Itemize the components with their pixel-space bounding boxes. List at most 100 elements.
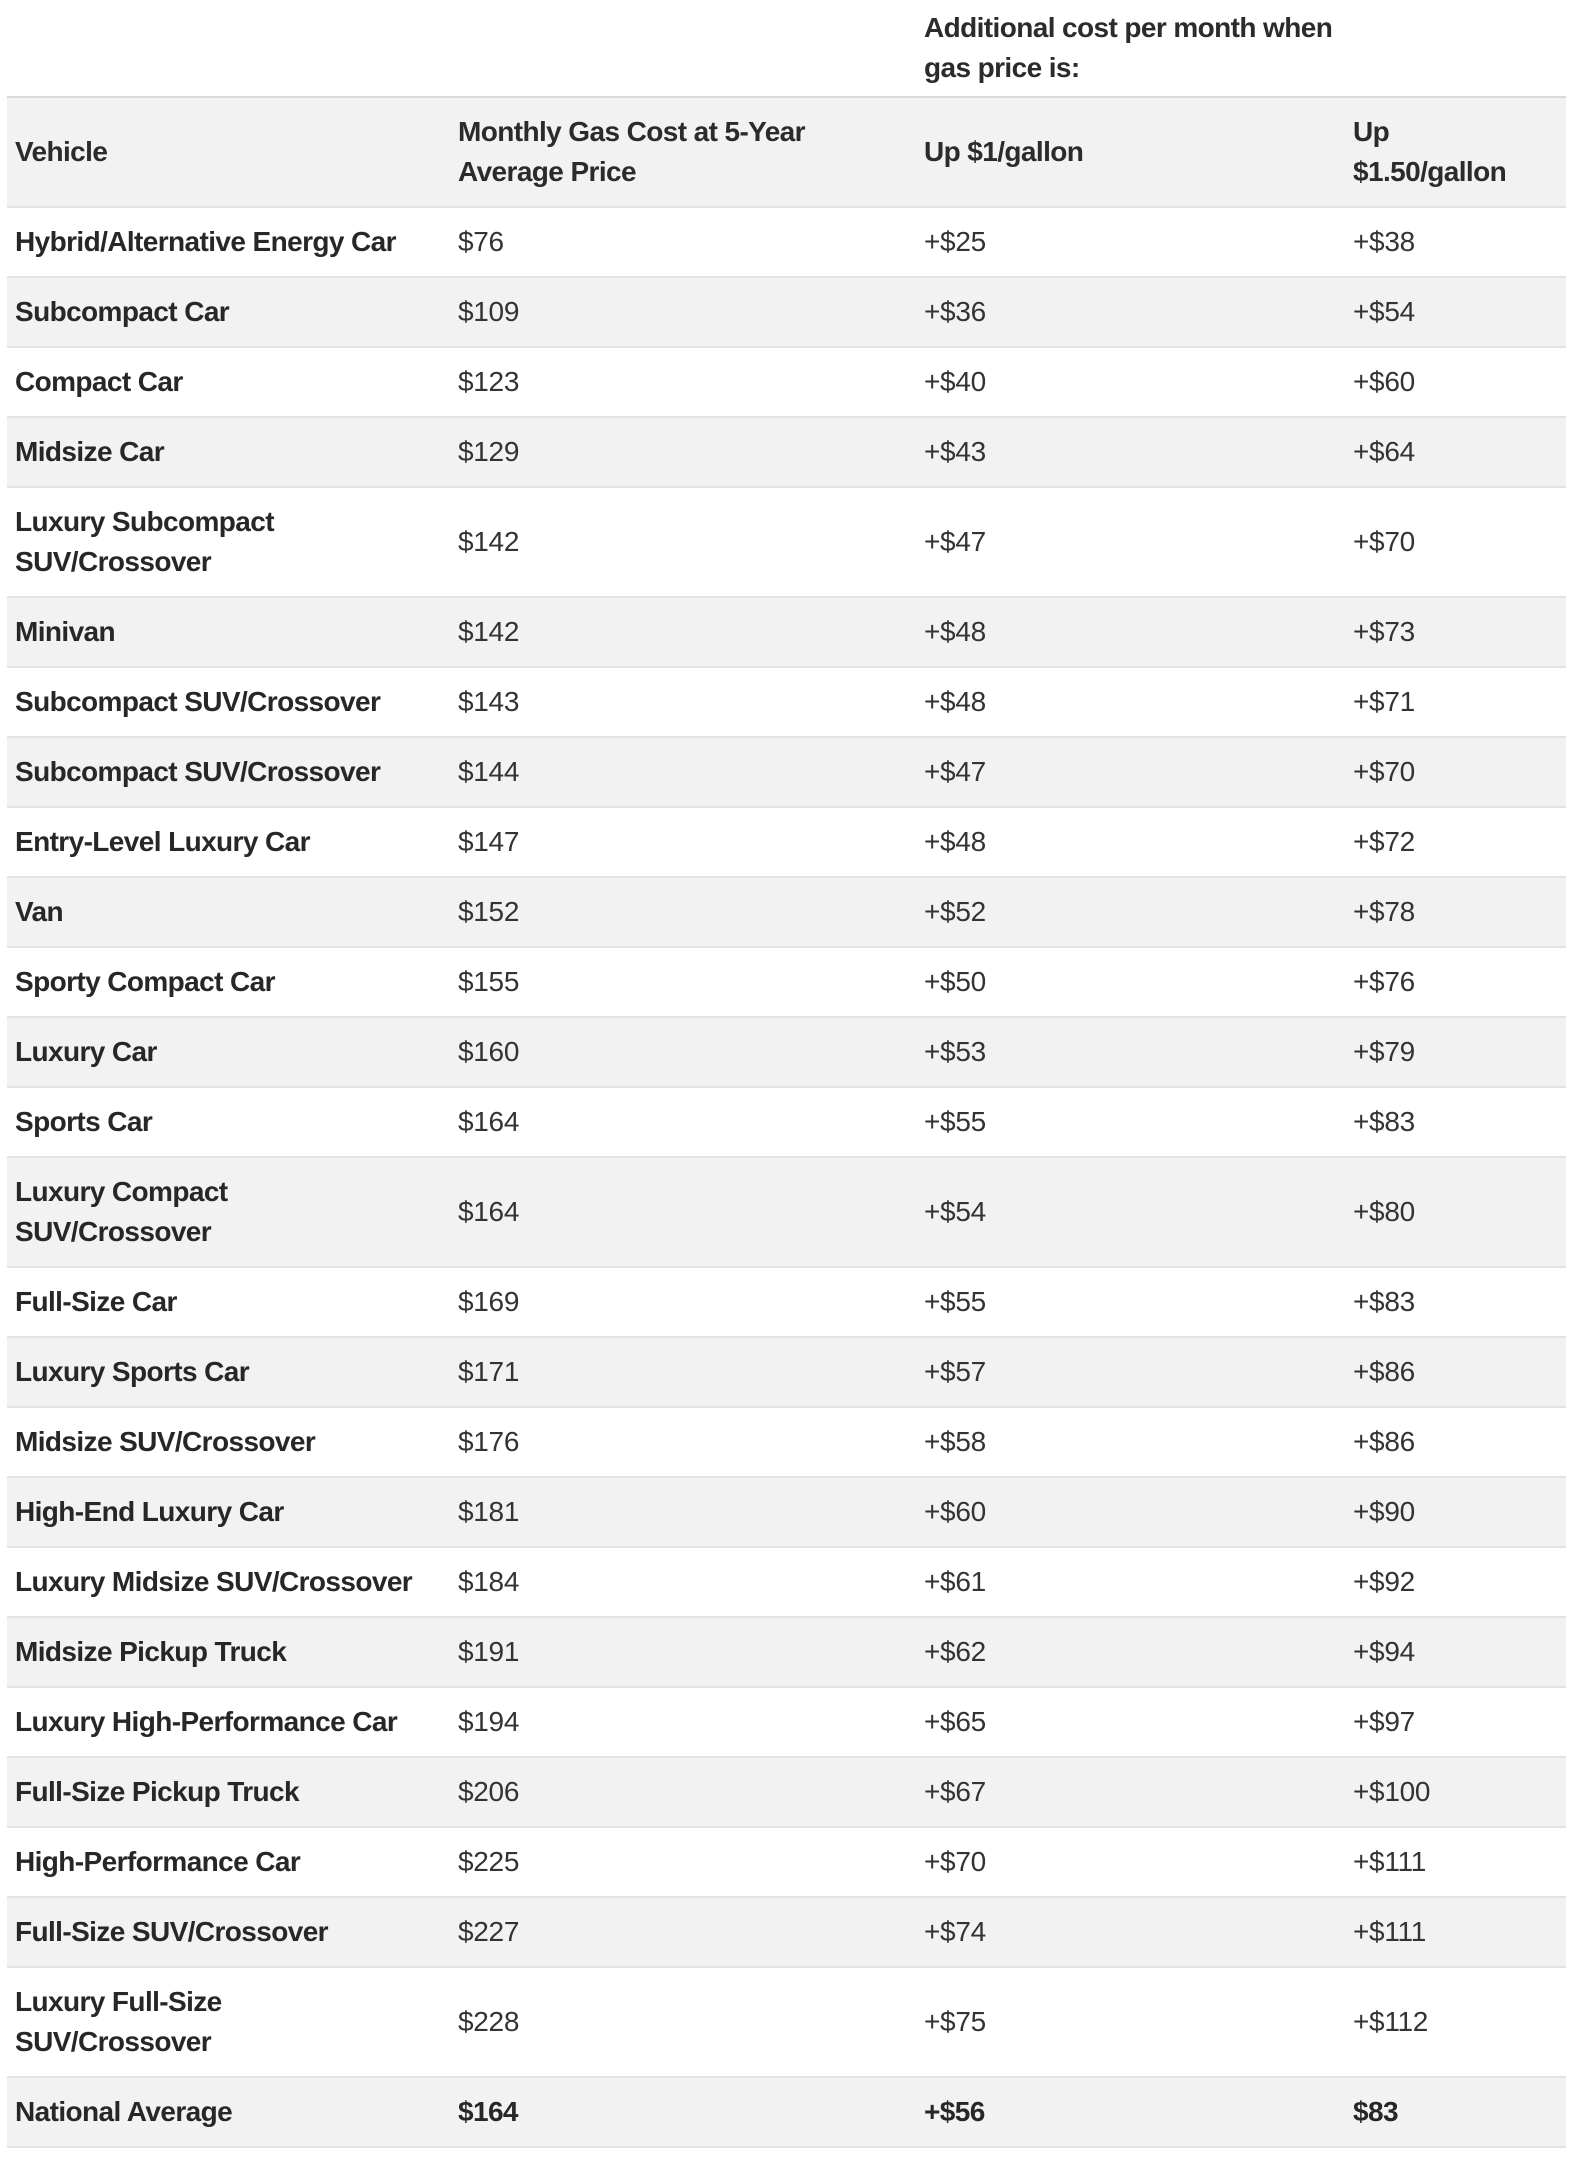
avg-cost-cell: $144: [458, 756, 520, 787]
up-1-50-dollar-cell: +$72: [1353, 826, 1415, 857]
up-1-dollar-cell: +$47: [924, 526, 986, 557]
up-1-50-dollar-cell: +$92: [1353, 1566, 1415, 1597]
up-1-dollar-cell: +$65: [924, 1706, 986, 1737]
avg-cost-cell: $176: [458, 1426, 520, 1457]
table-row: High-Performance Car $225 +$70 +$111: [7, 1827, 1566, 1897]
avg-cost-cell: $76: [458, 226, 504, 257]
table-row: Full-Size Pickup Truck $206 +$67 +$100: [7, 1757, 1566, 1827]
vehicle-name-cell: High-Performance Car: [15, 1846, 301, 1877]
vehicle-name-cell: Minivan: [15, 616, 116, 647]
avg-cost-cell: $160: [458, 1036, 520, 1067]
up-1-50-dollar-cell: +$97: [1353, 1706, 1415, 1737]
up-1-dollar-cell: +$61: [924, 1566, 986, 1597]
up-1-50-dollar-cell: +$79: [1353, 1036, 1415, 1067]
table-row: Midsize SUV/Crossover $176 +$58 +$86: [7, 1407, 1566, 1477]
avg-cost-cell: $194: [458, 1706, 520, 1737]
table-row: Full-Size SUV/Crossover $227 +$74 +$111: [7, 1897, 1566, 1967]
table-row: Sports Car $164 +$55 +$83: [7, 1087, 1566, 1157]
vehicle-name-cell: Luxury Car: [15, 1036, 157, 1067]
up-1-dollar-cell: +$53: [924, 1036, 986, 1067]
avg-cost-cell: $142: [458, 616, 520, 647]
vehicle-name-cell: Luxury Compact SUV/Crossover: [15, 1176, 228, 1247]
up-1-50-dollar-cell: +$83: [1353, 1286, 1415, 1317]
table-row: Luxury Sports Car $171 +$57 +$86: [7, 1337, 1566, 1407]
footer-avg-cost-cell: $164: [458, 2096, 518, 2127]
vehicle-name-cell: Midsize Pickup Truck: [15, 1636, 287, 1667]
vehicle-name-cell: Subcompact Car: [15, 296, 230, 327]
table-row: Entry-Level Luxury Car $147 +$48 +$72: [7, 807, 1566, 877]
up-1-50-dollar-cell: +$38: [1353, 226, 1415, 257]
table-row: Luxury High-Performance Car $194 +$65 +$97: [7, 1687, 1566, 1757]
avg-cost-cell: $171: [458, 1356, 520, 1387]
vehicle-name-cell: Compact Car: [15, 366, 183, 397]
up-1-50-dollar-cell: +$70: [1353, 526, 1415, 557]
vehicle-name-cell: Luxury Full-Size SUV/Crossover: [15, 1986, 222, 2057]
up-1-50-dollar-cell: +$111: [1353, 1916, 1426, 1947]
up-1-50-dollar-cell: +$80: [1353, 1196, 1415, 1227]
up-1-dollar-cell: +$48: [924, 686, 986, 717]
up-1-dollar-cell: +$47: [924, 756, 986, 787]
up-1-50-dollar-cell: +$90: [1353, 1496, 1415, 1527]
footer-vehicle-cell: National Average: [15, 2096, 233, 2127]
up-1-dollar-cell: +$43: [924, 436, 986, 467]
avg-cost-cell: $143: [458, 686, 520, 717]
national-average-row: National Average $164 +$56 $83: [7, 2077, 1566, 2147]
table-row: Van $152 +$52 +$78: [7, 877, 1566, 947]
table-row: Hybrid/Alternative Energy Car $76 +$25 +$38: [7, 207, 1566, 277]
table-row: Subcompact SUV/Crossover $144 +$47 +$70: [7, 737, 1566, 807]
avg-cost-cell: $129: [458, 436, 520, 467]
table-row: Subcompact SUV/Crossover $143 +$48 +$71: [7, 667, 1566, 737]
avg-cost-cell: $152: [458, 896, 520, 927]
up-1-50-dollar-cell: +$73: [1353, 616, 1415, 647]
header-row: Vehicle Monthly Gas Cost at 5-Year Avera…: [7, 97, 1566, 207]
up-1-dollar-cell: +$57: [924, 1356, 986, 1387]
up-1-dollar-cell: +$62: [924, 1636, 986, 1667]
table-row: Luxury Subcompact SUV/Crossover $142 +$47 +…: [7, 487, 1566, 597]
footer-up-1-50-cell: $83: [1353, 2096, 1399, 2127]
up-1-50-dollar-cell: +$112: [1353, 2006, 1429, 2037]
vehicle-name-cell: Sports Car: [15, 1106, 153, 1137]
up-1-dollar-cell: +$25: [924, 226, 986, 257]
up-1-50-dollar-cell: +$94: [1353, 1636, 1415, 1667]
up-1-dollar-cell: +$55: [924, 1286, 986, 1317]
up-1-dollar-cell: +$60: [924, 1496, 986, 1527]
table-row: Minivan $142 +$48 +$73: [7, 597, 1566, 667]
up-1-50-dollar-cell: +$86: [1353, 1356, 1415, 1387]
table-row: Luxury Midsize SUV/Crossover $184 +$61 +$92: [7, 1547, 1566, 1617]
avg-cost-cell: $184: [458, 1566, 520, 1597]
up-1-50-dollar-cell: +$83: [1353, 1106, 1415, 1137]
vehicle-name-cell: Subcompact SUV/Crossover: [15, 686, 381, 717]
col-header-avg-cost: Monthly Gas Cost at 5-Year Average Price: [458, 116, 806, 187]
vehicle-name-cell: Luxury Sports Car: [15, 1356, 250, 1387]
table-row: High-End Luxury Car $181 +$60 +$90: [7, 1477, 1566, 1547]
avg-cost-cell: $228: [458, 2006, 520, 2037]
gas-cost-table: Vehicle Monthly Gas Cost at 5-Year Avera…: [7, 96, 1566, 2148]
up-1-dollar-cell: +$36: [924, 296, 986, 327]
avg-cost-cell: $123: [458, 366, 520, 397]
avg-cost-cell: $227: [458, 1916, 520, 1947]
vehicle-name-cell: Full-Size SUV/Crossover: [15, 1916, 329, 1947]
vehicle-name-cell: Van: [15, 896, 64, 927]
col-header-vehicle: Vehicle: [15, 136, 108, 167]
up-1-dollar-cell: +$54: [924, 1196, 986, 1227]
vehicle-name-cell: Luxury High-Performance Car: [15, 1706, 398, 1737]
up-1-dollar-cell: +$48: [924, 616, 986, 647]
up-1-50-dollar-cell: +$54: [1353, 296, 1415, 327]
vehicle-name-cell: Entry-Level Luxury Car: [15, 826, 311, 857]
vehicle-name-cell: Full-Size Pickup Truck: [15, 1776, 300, 1807]
table-row: Midsize Car $129 +$43 +$64: [7, 417, 1566, 487]
up-1-50-dollar-cell: +$71: [1353, 686, 1415, 717]
up-1-50-dollar-cell: +$111: [1353, 1846, 1426, 1877]
col-header-up-1-50: Up $1.50/gallon: [1353, 116, 1507, 187]
vehicle-name-cell: Midsize Car: [15, 436, 165, 467]
avg-cost-cell: $181: [458, 1496, 520, 1527]
up-1-dollar-cell: +$50: [924, 966, 986, 997]
avg-cost-cell: $206: [458, 1776, 520, 1807]
avg-cost-cell: $225: [458, 1846, 520, 1877]
up-1-dollar-cell: +$58: [924, 1426, 986, 1457]
up-1-dollar-cell: +$52: [924, 896, 986, 927]
up-1-dollar-cell: +$74: [924, 1916, 986, 1947]
up-1-50-dollar-cell: +$86: [1353, 1426, 1415, 1457]
up-1-dollar-cell: +$75: [924, 2006, 986, 2037]
